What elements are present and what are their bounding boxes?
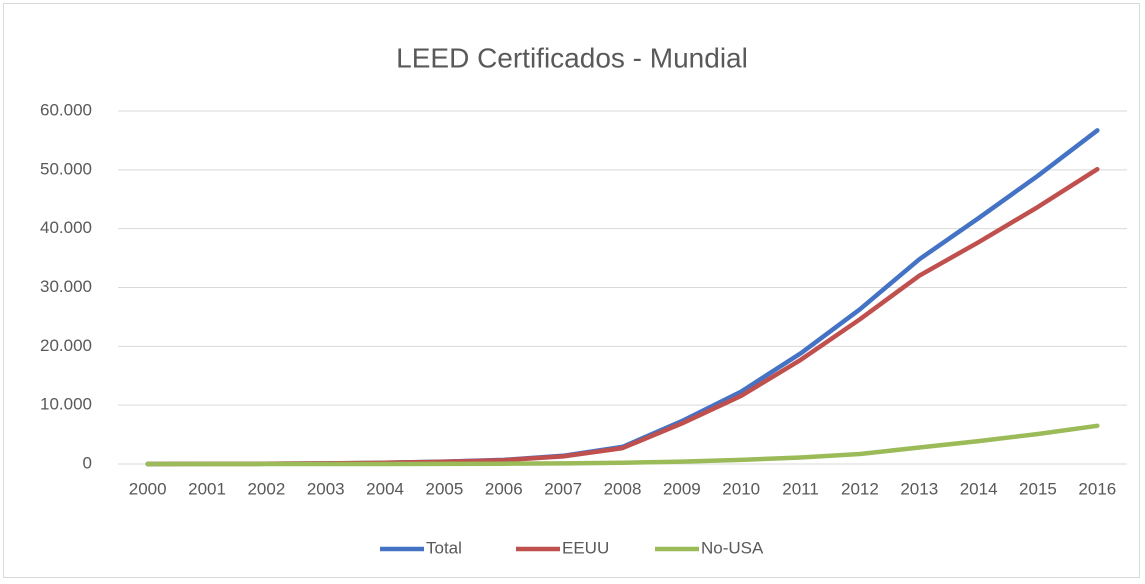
x-tick-label: 2001 <box>188 479 226 498</box>
x-tick-label: 2010 <box>722 479 760 498</box>
x-tick-label: 2002 <box>247 479 285 498</box>
x-tick-label: 2012 <box>841 479 879 498</box>
x-tick-label: 2008 <box>604 479 642 498</box>
legend-label: No-USA <box>701 538 764 557</box>
y-tick-label: 50.000 <box>40 159 92 178</box>
x-tick-label: 2011 <box>782 479 819 498</box>
x-tick-label: 2004 <box>366 479 404 498</box>
x-tick-label: 2015 <box>1019 479 1057 498</box>
y-tick-label: 30.000 <box>40 277 92 296</box>
chart-border <box>3 3 1140 578</box>
x-tick-label: 2009 <box>663 479 701 498</box>
legend-label: EEUU <box>562 538 609 557</box>
x-tick-label: 2000 <box>129 479 167 498</box>
y-tick-label: 60.000 <box>40 100 92 119</box>
x-tick-label: 2016 <box>1078 479 1116 498</box>
x-tick-label: 2007 <box>544 479 582 498</box>
y-tick-label: 0 <box>83 453 92 472</box>
x-tick-label: 2014 <box>960 479 998 498</box>
y-tick-label: 10.000 <box>40 395 92 414</box>
y-tick-label: 40.000 <box>40 218 92 237</box>
legend-label: Total <box>426 538 462 557</box>
x-tick-label: 2005 <box>426 479 464 498</box>
chart-title: LEED Certificados - Mundial <box>396 42 748 73</box>
x-tick-label: 2003 <box>307 479 345 498</box>
series-line <box>145 423 1100 467</box>
x-tick-label: 2013 <box>900 479 938 498</box>
y-tick-label: 20.000 <box>40 336 92 355</box>
x-tick-label: 2006 <box>485 479 523 498</box>
